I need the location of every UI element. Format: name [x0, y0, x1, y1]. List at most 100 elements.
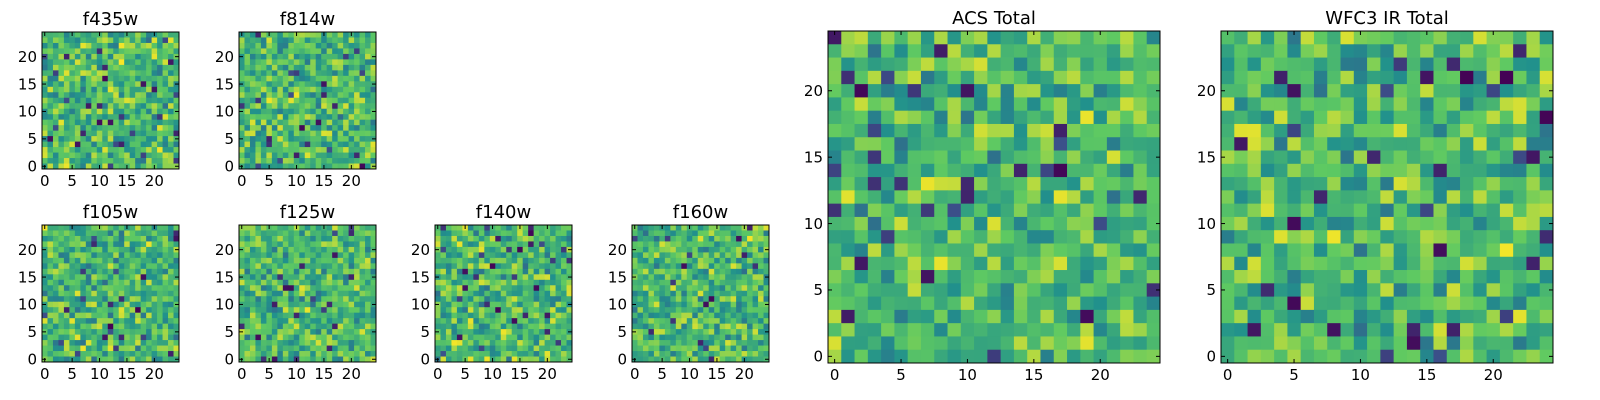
- heatmap-cell: [239, 268, 245, 275]
- heatmap-cell: [74, 279, 81, 286]
- heatmap-cell: [260, 32, 267, 38]
- heatmap-cell: [1146, 323, 1161, 337]
- heatmap-cell: [648, 356, 655, 363]
- heatmap-cell: [974, 203, 988, 218]
- heatmap-cell: [244, 318, 251, 325]
- heatmap-cell: [365, 158, 371, 164]
- heatmap-cell: [277, 152, 284, 159]
- heatmap-cell: [326, 301, 333, 308]
- heatmap-cell: [495, 246, 502, 253]
- heatmap-cell: [63, 334, 70, 341]
- heatmap-cell: [80, 75, 87, 82]
- heatmap-cell: [146, 119, 152, 126]
- heatmap-cell: [1473, 177, 1487, 191]
- heatmap-cell: [1353, 137, 1368, 151]
- axes-frame: [631, 224, 770, 363]
- heatmap-cell: [435, 268, 441, 275]
- heatmap-cell: [681, 279, 688, 286]
- heatmap-cell: [118, 152, 125, 159]
- heatmap-cell: [725, 241, 732, 248]
- heatmap-cell: [686, 274, 693, 281]
- heatmap-cell: [118, 108, 125, 115]
- heatmap-cell: [1013, 349, 1028, 364]
- heatmap-cell: [304, 125, 311, 132]
- heatmap-cell: [107, 329, 114, 335]
- heatmap-cell: [151, 125, 158, 132]
- heatmap-cell: [91, 318, 98, 325]
- heatmap-cell: [271, 268, 278, 275]
- heatmap-cell: [135, 329, 142, 335]
- heatmap-cell: [299, 340, 306, 346]
- heatmap-cell: [708, 274, 715, 281]
- heatmap-cell: [52, 263, 59, 270]
- heatmap-cell: [758, 323, 764, 330]
- heatmap-cell: [659, 296, 666, 303]
- heatmap-cell: [113, 301, 120, 308]
- heatmap-cell: [244, 296, 251, 303]
- heatmap-cell: [960, 256, 975, 271]
- heatmap-cell: [135, 318, 142, 325]
- heatmap-cell: [47, 225, 54, 231]
- heatmap-cell: [741, 246, 748, 253]
- heatmap-cell: [74, 351, 81, 357]
- heatmap-cell: [1327, 44, 1341, 58]
- heatmap-cell: [719, 241, 726, 248]
- heatmap-cell: [365, 252, 371, 259]
- heatmap-cell: [1221, 110, 1235, 125]
- heatmap-cell: [561, 351, 567, 357]
- heatmap-cell: [282, 318, 289, 325]
- heatmap-cell: [282, 263, 289, 270]
- heatmap-cell: [118, 252, 125, 259]
- heatmap-cell: [365, 32, 371, 38]
- heatmap-cell: [1133, 97, 1148, 112]
- heatmap-cell: [124, 230, 131, 237]
- heatmap-cell: [299, 152, 306, 159]
- heatmap-cell: [1013, 323, 1028, 337]
- heatmap-cell: [451, 290, 458, 297]
- heatmap-cell: [947, 190, 962, 205]
- heatmap-cell: [337, 32, 344, 38]
- heatmap-cell: [91, 92, 98, 99]
- heatmap-cell: [321, 114, 328, 121]
- heatmap-cell: [1040, 203, 1055, 218]
- heatmap-cell: [370, 241, 377, 248]
- heatmap-cell: [365, 114, 371, 121]
- heatmap-cell: [1093, 203, 1108, 218]
- heatmap-cell: [315, 307, 322, 314]
- heatmap-cell: [47, 108, 54, 115]
- heatmap-cell: [500, 301, 507, 308]
- heatmap-cell: [934, 44, 948, 58]
- heatmap-cell: [642, 225, 649, 231]
- heatmap-cell: [96, 290, 103, 297]
- heatmap-cell: [489, 246, 496, 253]
- heatmap-cell: [1146, 190, 1161, 205]
- heatmap-cell: [239, 290, 245, 297]
- heatmap-cell: [1380, 84, 1395, 98]
- heatmap-cell: [741, 252, 748, 259]
- heatmap-cell: [140, 103, 147, 110]
- heatmap-cell: [1133, 44, 1148, 58]
- heatmap-cell: [129, 329, 136, 335]
- heatmap-cell: [288, 356, 295, 363]
- heatmap-cell: [478, 225, 485, 231]
- heatmap-cell: [1221, 84, 1235, 98]
- heatmap-cell: [354, 285, 360, 292]
- heatmap-cell: [1221, 137, 1235, 151]
- heatmap-cell: [271, 230, 278, 237]
- heatmap-cell: [841, 283, 855, 297]
- heatmap-cell: [304, 235, 311, 242]
- heatmap-cell: [637, 296, 644, 303]
- heatmap-cell: [670, 230, 677, 237]
- heatmap-cell: [1513, 150, 1527, 165]
- heatmap-cell: [343, 125, 349, 132]
- heatmap-cell: [934, 336, 948, 351]
- heatmap-cell: [1106, 150, 1121, 165]
- heatmap-cell: [151, 37, 158, 44]
- heatmap-cell: [653, 285, 660, 292]
- heatmap-cell: [1420, 190, 1434, 205]
- heatmap-cell: [730, 356, 737, 363]
- heatmap-cell: [151, 246, 158, 253]
- heatmap-cell: [555, 290, 562, 297]
- heatmap-cell: [69, 64, 76, 71]
- heatmap-cell: [506, 301, 513, 308]
